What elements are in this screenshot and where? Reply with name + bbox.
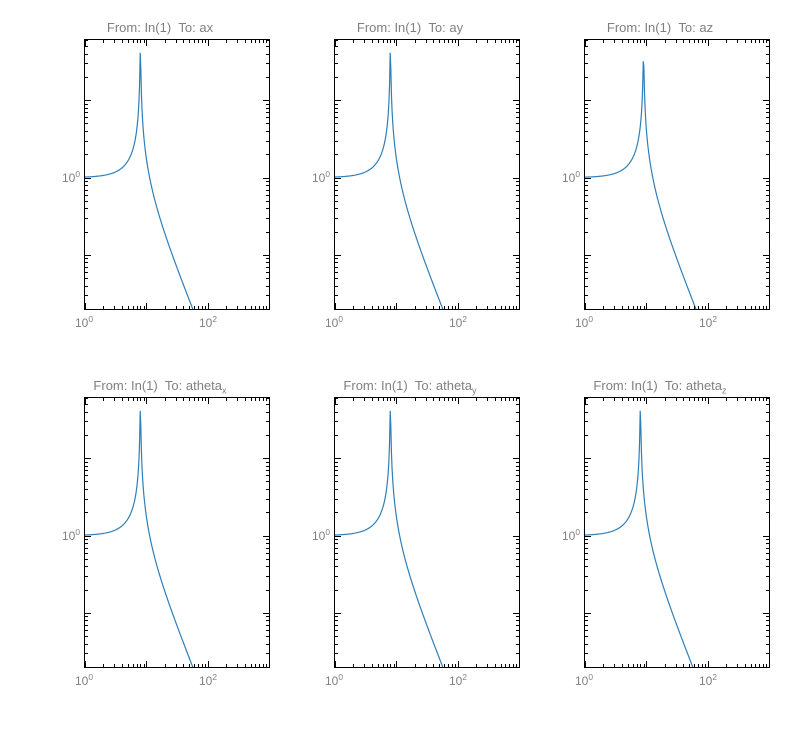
series-line <box>335 411 519 667</box>
series-line <box>335 53 519 309</box>
ytick-label: 100 <box>300 529 330 543</box>
plot-area: 100 100 102 <box>50 397 270 696</box>
subplot-title: From: In(1) To: athetaz <box>550 378 770 393</box>
subplot-title: From: In(1) To: ax <box>50 20 270 35</box>
subplot-title: From: In(1) To: az <box>550 20 770 35</box>
ytick-label: 100 <box>550 171 580 185</box>
ytick-label: 100 <box>300 171 330 185</box>
plot-box <box>84 39 270 310</box>
series-line <box>85 53 269 309</box>
subplot-0: From: In(1) To: ax 100 100 102 <box>50 20 270 338</box>
series-line <box>585 411 769 667</box>
xtick-label: 100 <box>325 674 343 688</box>
subplot-5: From: In(1) To: athetaz 100 100 102 <box>550 378 770 696</box>
xtick-label: 102 <box>699 674 717 688</box>
xtick-label: 102 <box>199 674 217 688</box>
plot-box <box>334 397 520 668</box>
xtick-label: 100 <box>325 316 343 330</box>
xtick-label: 102 <box>449 674 467 688</box>
series-line <box>585 61 769 309</box>
plot-area: 100 100 102 <box>550 397 770 696</box>
xtick-label: 102 <box>699 316 717 330</box>
plot-box <box>584 39 770 310</box>
plot-area: 100 100 102 <box>300 397 520 696</box>
plot-box <box>334 39 520 310</box>
xtick-label: 100 <box>75 316 93 330</box>
xtick-label: 100 <box>575 674 593 688</box>
xtick-label: 102 <box>199 316 217 330</box>
plot-area: 100 100 102 <box>550 39 770 338</box>
subplot-title: From: In(1) To: athetay <box>300 378 520 393</box>
series-line <box>85 411 269 667</box>
plot-box <box>84 397 270 668</box>
xtick-label: 100 <box>75 674 93 688</box>
plot-area: 100 100 102 <box>50 39 270 338</box>
xtick-label: 102 <box>449 316 467 330</box>
ytick-label: 100 <box>50 171 80 185</box>
plot-area: 100 100 102 <box>300 39 520 338</box>
subplot-2: From: In(1) To: az 100 100 102 <box>550 20 770 338</box>
subplot-title: From: In(1) To: athetax <box>50 378 270 393</box>
plot-box <box>584 397 770 668</box>
chart-grid: From: In(1) To: ax100100102From: In(1) T… <box>0 0 790 736</box>
subplot-4: From: In(1) To: athetay 100 100 102 <box>300 378 520 696</box>
subplot-3: From: In(1) To: athetax 100 100 102 <box>50 378 270 696</box>
subplot-1: From: In(1) To: ay 100 100 102 <box>300 20 520 338</box>
xtick-label: 100 <box>575 316 593 330</box>
subplot-title: From: In(1) To: ay <box>300 20 520 35</box>
ytick-label: 100 <box>550 529 580 543</box>
ytick-label: 100 <box>50 529 80 543</box>
